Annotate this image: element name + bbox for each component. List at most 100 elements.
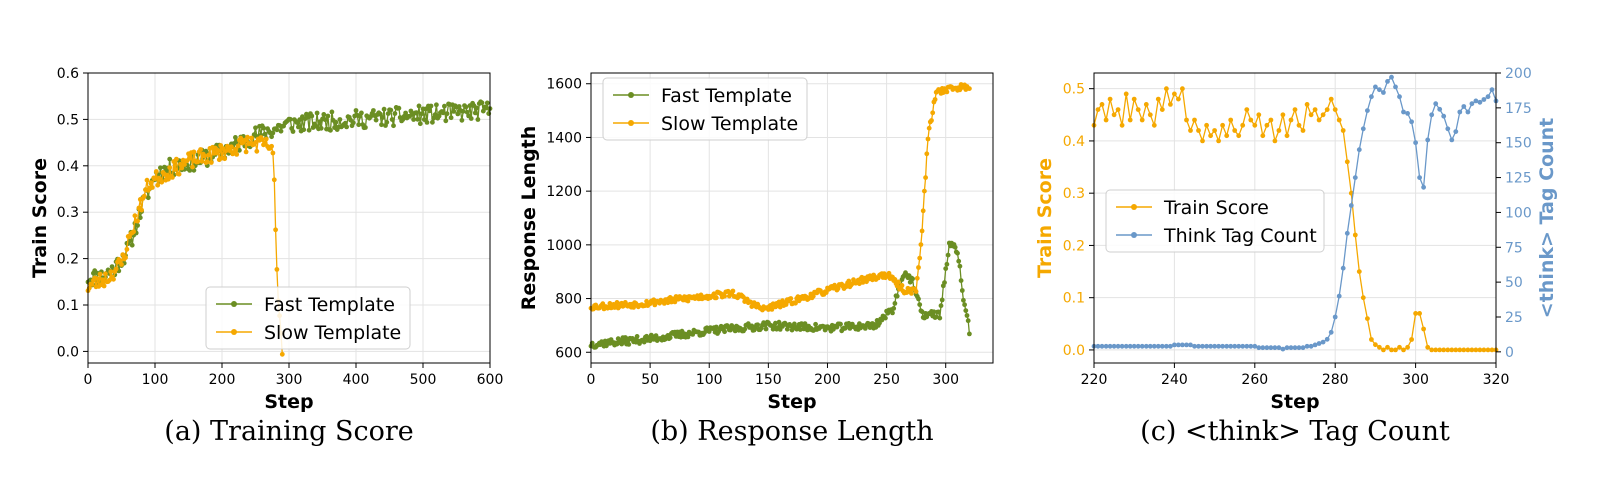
- legend-entry: Fast Template: [661, 85, 792, 107]
- subfigure-caption: (c) <think> Tag Count: [1140, 416, 1450, 447]
- data-point: [1405, 111, 1410, 116]
- data-point: [321, 112, 327, 117]
- x-tick-label: 200: [814, 372, 841, 388]
- data-point: [305, 114, 311, 120]
- data-point: [909, 291, 914, 296]
- data-point: [964, 313, 970, 318]
- data-point: [1477, 347, 1483, 353]
- data-point: [167, 156, 173, 162]
- data-point: [107, 277, 112, 283]
- data-point: [1232, 343, 1238, 349]
- data-point: [468, 116, 474, 121]
- data-point: [917, 302, 923, 307]
- data-point: [1401, 347, 1406, 353]
- data-point: [713, 295, 719, 301]
- data-point: [783, 302, 789, 307]
- data-point: [119, 262, 124, 267]
- data-point: [1365, 108, 1370, 113]
- data-point: [1280, 112, 1286, 118]
- y-right-tick-label: 100: [1505, 205, 1532, 221]
- y-tick-label: 0.1: [1063, 291, 1085, 307]
- data-point: [1260, 133, 1266, 139]
- data-point: [784, 326, 790, 332]
- data-point: [333, 119, 339, 125]
- data-point: [1228, 343, 1234, 349]
- data-point: [233, 135, 238, 140]
- y-tick-label: 0.3: [57, 205, 79, 221]
- data-point: [263, 136, 269, 142]
- data-point: [170, 175, 175, 180]
- data-point: [1481, 97, 1487, 102]
- data-point: [1308, 343, 1314, 349]
- data-point: [957, 263, 963, 269]
- data-point: [359, 110, 364, 116]
- data-point: [1457, 347, 1463, 353]
- data-point: [270, 150, 276, 156]
- data-point: [1264, 122, 1270, 128]
- data-point: [328, 127, 333, 133]
- data-point: [1135, 343, 1141, 349]
- data-point: [353, 108, 359, 113]
- data-point: [172, 167, 178, 172]
- data-point: [381, 106, 387, 112]
- legend: Train Score Think Tag Count: [1105, 189, 1325, 253]
- data-point: [631, 305, 636, 310]
- data-point: [929, 118, 934, 123]
- data-point: [1304, 102, 1310, 107]
- data-point: [1417, 311, 1422, 316]
- data-point: [1200, 138, 1205, 144]
- data-point: [1409, 337, 1414, 342]
- x-tick-label: 400: [343, 372, 370, 388]
- data-point: [148, 180, 154, 186]
- data-point: [215, 148, 221, 153]
- data-point: [1393, 84, 1398, 90]
- data-point: [965, 318, 971, 324]
- data-point: [89, 281, 95, 287]
- data-point: [1489, 347, 1495, 353]
- data-point: [253, 125, 258, 131]
- data-point: [932, 97, 938, 102]
- data-point: [1204, 122, 1209, 128]
- data-point: [936, 309, 941, 315]
- x-tick-label: 220: [1081, 372, 1108, 388]
- data-point: [1208, 343, 1213, 349]
- data-point: [930, 110, 936, 116]
- data-point: [1421, 326, 1426, 332]
- data-point: [227, 148, 233, 154]
- data-point: [1397, 94, 1402, 100]
- data-point: [113, 266, 119, 272]
- data-point: [1284, 133, 1290, 139]
- data-point: [152, 176, 158, 182]
- data-point: [952, 244, 958, 250]
- data-point: [443, 118, 449, 124]
- y-right-tick-label: 125: [1505, 171, 1532, 187]
- data-point: [434, 102, 439, 108]
- data-point: [958, 278, 964, 283]
- data-point: [943, 266, 949, 271]
- legend: Fast Template Slow Template: [602, 77, 808, 141]
- legend-entry: Slow Template: [661, 113, 798, 135]
- data-point: [1244, 343, 1250, 349]
- y-tick-label: 0.1: [57, 298, 79, 314]
- data-point: [182, 162, 187, 167]
- data-point: [641, 339, 647, 345]
- data-point: [191, 149, 197, 155]
- data-point: [1461, 347, 1467, 353]
- y-tick-label: 0.0: [1063, 343, 1085, 359]
- data-point: [153, 169, 159, 174]
- data-point: [415, 116, 420, 122]
- data-point: [959, 288, 965, 293]
- legend-marker: [1131, 232, 1137, 238]
- data-point: [1220, 343, 1225, 349]
- data-point: [1103, 343, 1109, 349]
- x-tick-label: 0: [84, 372, 93, 388]
- series-slow-template: [588, 82, 972, 313]
- data-point: [1184, 342, 1189, 348]
- data-point: [894, 293, 900, 299]
- data-point: [755, 322, 761, 328]
- data-point: [149, 185, 155, 190]
- data-point: [1437, 106, 1443, 112]
- data-point: [925, 136, 931, 142]
- data-point: [910, 276, 915, 282]
- series-fast-template: [588, 240, 972, 350]
